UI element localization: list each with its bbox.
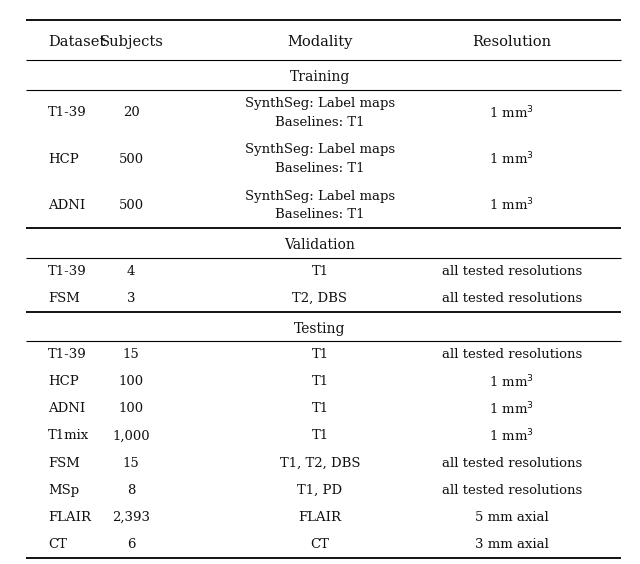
Text: T2, DBS: T2, DBS — [292, 292, 348, 305]
Text: 3 mm axial: 3 mm axial — [475, 537, 549, 551]
Text: 15: 15 — [123, 348, 140, 362]
Text: T1, T2, DBS: T1, T2, DBS — [280, 456, 360, 470]
Text: Training: Training — [290, 70, 350, 85]
Text: SynthSeg: Label maps: SynthSeg: Label maps — [245, 143, 395, 156]
Text: T1-39: T1-39 — [48, 106, 87, 120]
Text: T1-39: T1-39 — [48, 265, 87, 278]
Text: SynthSeg: Label maps: SynthSeg: Label maps — [245, 190, 395, 202]
Text: Dataset: Dataset — [48, 35, 105, 49]
Text: T1mix: T1mix — [48, 429, 89, 443]
Text: 1,000: 1,000 — [113, 429, 150, 443]
Text: Validation: Validation — [285, 239, 355, 253]
Text: FSM: FSM — [48, 456, 80, 470]
Text: 1 mm$^3$: 1 mm$^3$ — [490, 400, 534, 417]
Text: T1, PD: T1, PD — [298, 483, 342, 497]
Text: ADNI: ADNI — [48, 199, 85, 212]
Text: 100: 100 — [118, 375, 144, 389]
Text: Baselines: T1: Baselines: T1 — [275, 116, 365, 129]
Text: 500: 500 — [118, 199, 144, 212]
Text: HCP: HCP — [48, 152, 79, 166]
Text: T1-39: T1-39 — [48, 348, 87, 362]
Text: SynthSeg: Label maps: SynthSeg: Label maps — [245, 97, 395, 110]
Text: 1 mm$^3$: 1 mm$^3$ — [490, 428, 534, 444]
Text: Testing: Testing — [294, 322, 346, 336]
Text: 1 mm$^3$: 1 mm$^3$ — [490, 151, 534, 168]
Text: 5 mm axial: 5 mm axial — [475, 510, 549, 524]
Text: 4: 4 — [127, 265, 136, 278]
Text: 3: 3 — [127, 292, 136, 305]
Text: Baselines: T1: Baselines: T1 — [275, 208, 365, 221]
Text: 8: 8 — [127, 483, 136, 497]
Text: 100: 100 — [118, 402, 144, 416]
Text: 500: 500 — [118, 152, 144, 166]
Text: CT: CT — [48, 537, 67, 551]
Text: all tested resolutions: all tested resolutions — [442, 265, 582, 278]
Text: 1 mm$^3$: 1 mm$^3$ — [490, 197, 534, 214]
Text: 2,393: 2,393 — [112, 510, 150, 524]
Text: 6: 6 — [127, 537, 136, 551]
Text: MSp: MSp — [48, 483, 79, 497]
Text: Modality: Modality — [287, 35, 353, 49]
Text: Baselines: T1: Baselines: T1 — [275, 162, 365, 175]
Text: 1 mm$^3$: 1 mm$^3$ — [490, 104, 534, 121]
Text: 15: 15 — [123, 456, 140, 470]
Text: T1: T1 — [312, 402, 328, 416]
Text: ADNI: ADNI — [48, 402, 85, 416]
Text: FSM: FSM — [48, 292, 80, 305]
Text: Subjects: Subjects — [99, 35, 163, 49]
Text: T1: T1 — [312, 348, 328, 362]
Text: 20: 20 — [123, 106, 140, 120]
Text: all tested resolutions: all tested resolutions — [442, 348, 582, 362]
Text: all tested resolutions: all tested resolutions — [442, 456, 582, 470]
Text: FLAIR: FLAIR — [48, 510, 91, 524]
Text: 1 mm$^3$: 1 mm$^3$ — [490, 373, 534, 390]
Text: FLAIR: FLAIR — [298, 510, 342, 524]
Text: Resolution: Resolution — [472, 35, 552, 49]
Text: T1: T1 — [312, 265, 328, 278]
Text: T1: T1 — [312, 375, 328, 389]
Text: CT: CT — [310, 537, 330, 551]
Text: all tested resolutions: all tested resolutions — [442, 483, 582, 497]
Text: HCP: HCP — [48, 375, 79, 389]
Text: all tested resolutions: all tested resolutions — [442, 292, 582, 305]
Text: T1: T1 — [312, 429, 328, 443]
